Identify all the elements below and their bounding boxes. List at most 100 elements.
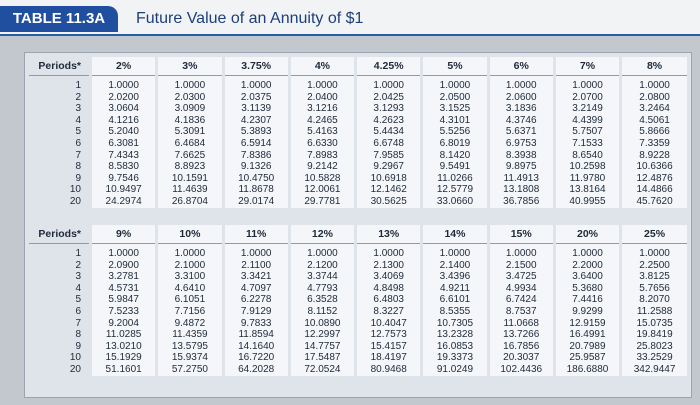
table-cell: 2.0200 [88, 91, 157, 104]
table-cell: 9.7546 [88, 172, 157, 185]
table-row: 8 8.5830 8.8923 9.1326 9.2142 9.2967 9.5491 9.8… [29, 161, 687, 173]
table-cell: 7.9585 [354, 149, 422, 162]
table-row: 6 6.3081 6.4684 6.5914 6.6330 6.6748 6.8019 6.9… [29, 137, 687, 150]
table-cell: 80.9468 [354, 363, 422, 376]
table-cell: 7.7156 [155, 305, 224, 318]
table-cell: 11.0266 [420, 172, 489, 185]
table-cell: 5.7656 [619, 282, 687, 295]
table-cell: 1.0000 [354, 243, 422, 260]
table-cell: 8.5830 [88, 161, 157, 173]
table-cell: 7 [75, 149, 81, 161]
table-cell: 17.5487 [287, 352, 356, 364]
annuity-table: Periods* 9% 10% 11% 12% 13% 14% 15% 20% 25% 1 1.000… [29, 225, 687, 376]
table-cell: 2 [75, 259, 81, 271]
table-cell: 3.75% [221, 57, 290, 76]
table-cell: 72.0524 [287, 363, 356, 376]
table-cell: 2.0900 [88, 259, 157, 272]
table-cell: 3.3421 [221, 271, 290, 283]
table-cell: 7 [75, 317, 81, 329]
table-cell: 19.3373 [420, 352, 489, 364]
table-row: 4 4.1216 4.1836 4.2307 4.2465 4.2623 4.3101 4.3… [29, 114, 687, 127]
table-cell: 2.1200 [287, 259, 356, 272]
table-cell: 8.3938 [486, 149, 555, 162]
table-cell: 8 [75, 329, 81, 341]
table-cell: 2.1100 [221, 259, 290, 272]
table-cell: 6.9753 [486, 137, 555, 150]
table-cell: 4.5061 [619, 114, 687, 127]
table-row: 10 15.1929 15.9374 16.7220 17.5487 18.4197 19.… [29, 352, 687, 364]
table-cell: 36.7856 [486, 195, 555, 208]
table-cell: 2 [75, 91, 81, 103]
table-cell: 2% [88, 57, 157, 76]
table-cell: 9 [75, 172, 81, 184]
table-cell: 33.2529 [619, 352, 687, 364]
table-cell: 20.7989 [552, 340, 621, 353]
table-cell: 4.4399 [552, 114, 621, 127]
table-cell: 20 [69, 363, 81, 375]
table-cell: 4.2465 [287, 114, 356, 127]
table-cell: 9.7833 [221, 317, 290, 330]
table-cell: 3.8125 [619, 271, 687, 283]
table-row: 20 51.1601 57.2750 64.2028 72.0524 80.9468 91.… [29, 363, 687, 376]
table-cell: 1.0000 [354, 75, 422, 92]
table-cell: 9.9299 [552, 305, 621, 318]
table-cell: 6.7424 [486, 294, 555, 306]
table-cell: 3.3744 [287, 271, 356, 283]
table-cell: Periods* [29, 57, 91, 76]
table-cell: 1.0000 [619, 75, 687, 92]
table-cell: 10.0890 [287, 317, 356, 330]
table-cell: 2.2500 [619, 259, 687, 272]
table-cell: 4.9934 [486, 282, 555, 295]
table-cell: 6.4803 [354, 294, 422, 306]
table-row: 1 1.0000 1.0000 1.0000 1.0000 1.0000 1.0000 1.0… [29, 75, 687, 92]
table-cell: 10.9497 [88, 184, 157, 196]
table-cell: 7.6625 [155, 149, 224, 162]
table-cell: 11.0668 [486, 317, 555, 330]
table-cell: 10.6366 [619, 161, 687, 173]
table-cell: 6.6330 [287, 137, 356, 150]
table-cell: 10.5828 [287, 172, 356, 185]
table-cell: 18.4197 [354, 352, 422, 364]
table-cell: 8.8923 [155, 161, 224, 173]
table-cell: 1.0000 [221, 75, 290, 92]
table-cell: 4.2623 [354, 114, 422, 127]
table-cell: 15% [486, 225, 555, 244]
table-cell: 12% [287, 225, 356, 244]
table-cell: 6 [75, 137, 81, 149]
table-row: 9 9.7546 10.1591 10.4750 10.5828 10.6918 11.02… [29, 172, 687, 185]
table-cell: 2.0375 [221, 91, 290, 104]
table-cell: 4.9211 [420, 282, 489, 295]
table-cell: 16.7220 [221, 352, 290, 364]
table-cell: 4.25% [354, 57, 422, 76]
table-cell: 15.4157 [354, 340, 422, 353]
table-cell: 2.0800 [619, 91, 687, 104]
table-cell: 25.9587 [552, 352, 621, 364]
table-cell: 4 [75, 114, 81, 126]
table-cell: 1.0000 [420, 75, 489, 92]
table-cell: 6.6748 [354, 137, 422, 150]
table-cell: 4% [287, 57, 356, 76]
table-cell: 64.2028 [221, 363, 290, 376]
table-cell: 4.7097 [221, 282, 290, 295]
table-cell: 8.1420 [420, 149, 489, 162]
table-cell: 33.0660 [420, 195, 489, 208]
table-cell: 9.8975 [486, 161, 555, 173]
table-cell: 1.0000 [619, 243, 687, 260]
table-cell: 9.4872 [155, 317, 224, 330]
table-cell: 1 [75, 80, 81, 91]
table-cell: 5.8666 [619, 126, 687, 138]
table-cell: 10% [155, 225, 224, 244]
table-cell: 10.7305 [420, 317, 489, 330]
table-cell: 11.4639 [155, 184, 224, 196]
table-cell: 6.3528 [287, 294, 356, 306]
table-cell: 3% [155, 57, 224, 76]
table-cell: 5.3091 [155, 126, 224, 138]
table-cell: 14% [420, 225, 489, 244]
table-cell: 4.5731 [88, 282, 157, 295]
table-row: 5 5.9847 6.1051 6.2278 6.3528 6.4803 6.6101 6.7… [29, 294, 687, 306]
table-cell: 102.4436 [486, 363, 555, 376]
table-cell: 2.0300 [155, 91, 224, 104]
table-cell: 8% [619, 57, 687, 76]
table-cell: 13% [354, 225, 422, 244]
